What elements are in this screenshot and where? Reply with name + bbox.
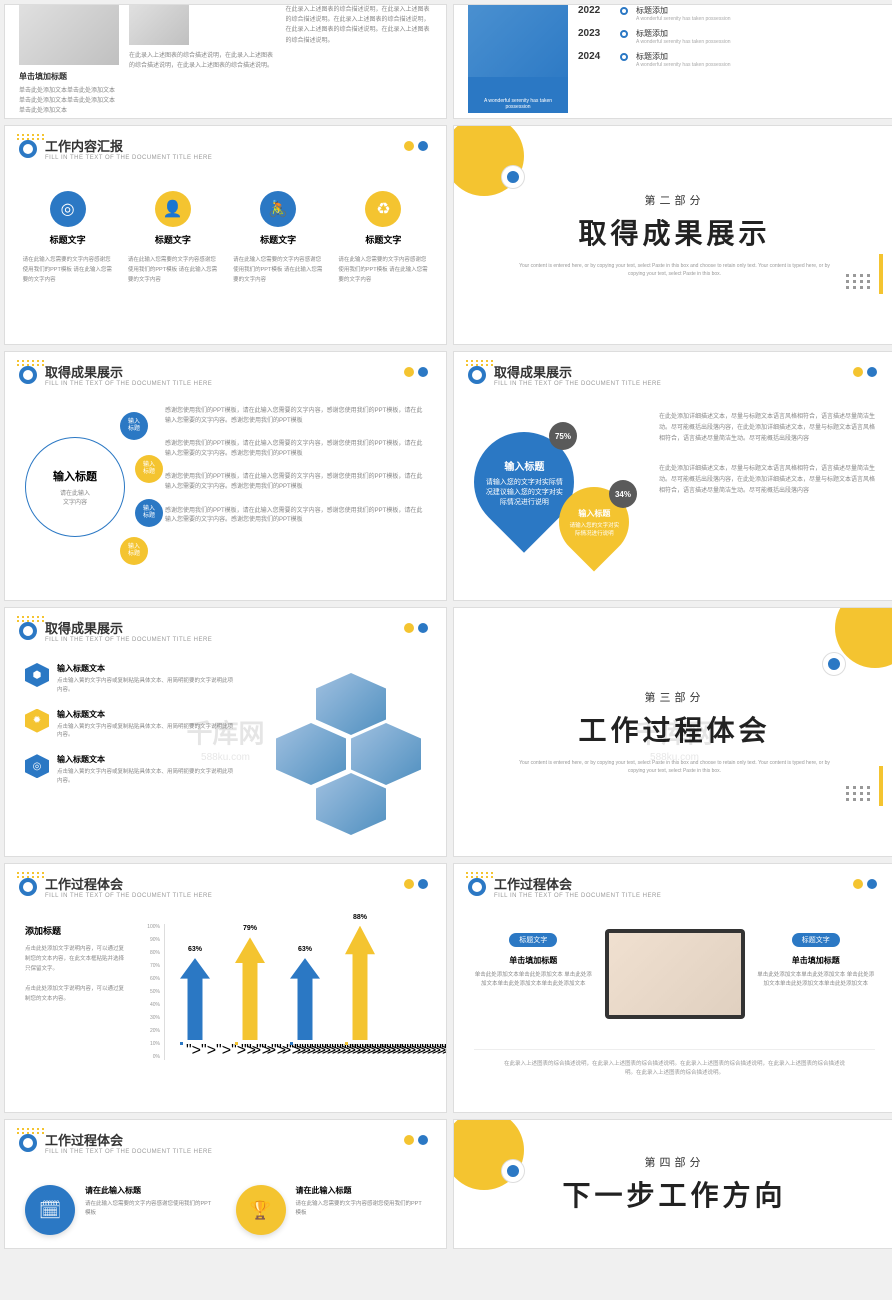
slide-9: 工作过程体会 FILL IN THE TEXT OF THE DOCUMENT …	[4, 863, 447, 1113]
slide-title: 取得成果展示	[45, 618, 432, 637]
section-number: 第四部分	[645, 1154, 705, 1170]
timeline-image: A wonderful serenity has taken possessio…	[468, 5, 568, 113]
section-title: 工作过程体会	[578, 709, 770, 749]
footer-text: 在此录入上述图表的综合描述说明，在此录入上述图表的综合描述说明。在此录入上述图表…	[474, 1049, 875, 1089]
laptop-image	[605, 929, 745, 1019]
circle-icons-row: 🗓请在此输入标题请在此输入您需要的文字内容感谢您使用我们的PPT 模板🏆请在此输…	[5, 1165, 446, 1249]
slide-10: 工作过程体会 FILL IN THE TEXT OF THE DOCUMENT …	[453, 863, 892, 1113]
slide-grid: 单击填加标题 单击此处添加文本单击此处添加文本 单击此处添加文本单击此处添加文本…	[4, 4, 892, 1249]
slide-6: 取得成果展示 FILL IN THE TEXT OF THE DOCUMENT …	[453, 351, 892, 601]
section-desc: Your content is entered here, or by copy…	[454, 262, 892, 278]
drop-diagram: 输入标题请输入您的文字对实际情况建议输入您的文字对实际情况进行说明 75% 输入…	[474, 412, 644, 572]
watermark-sub: 588ku.com	[650, 752, 699, 763]
slide-2: A wonderful serenity has taken possessio…	[453, 4, 892, 119]
slide-section-4: 第四部分 下一步工作方向	[453, 1119, 892, 1249]
hex-images	[256, 663, 426, 823]
section-number: 第二部分	[645, 192, 705, 208]
desc-col: 在此录入上述图表的综合描述说明，在此录入上述图表的综合描述说明。在此录入上述图表…	[286, 5, 433, 117]
slide-title: 工作过程体会	[494, 874, 881, 893]
drop-text: 在此处添加详细描述文本，尽量与标题文本语言风格相符合，语言描述尽量简洁生动。尽可…	[659, 412, 875, 572]
slide-section-2: 第二部分 取得成果展示 Your content is entered here…	[453, 125, 892, 345]
timeline-list: 2022标题添加A wonderful serenity has taken p…	[578, 5, 881, 113]
laptop-right-col: 标题文字 单击填加标题 单击此处添加文本单击此处添加文本 单击此处添加文本单击此…	[757, 929, 876, 990]
watermark-sub: 588ku.com	[201, 752, 250, 763]
slide-title: 工作过程体会	[45, 1130, 432, 1149]
hex-list: ⬢输入标题文本点击输入簧的文字内容或复制粘贴具体文本、用简明扼要的文字说明此项内…	[25, 663, 236, 823]
caption-desc: 单击此处添加文本单击此处添加文本 单击此处添加文本单击此处添加文本单击此处添加文…	[19, 86, 119, 117]
slide-1: 单击填加标题 单击此处添加文本单击此处添加文本 单击此处添加文本单击此处添加文本…	[4, 4, 447, 119]
circle-text-list: 感谢您使用我们的PPT模板，请在此输入您需要的文字内容，感谢您使用我们的PPT模…	[165, 407, 426, 557]
section-title: 下一步工作方向	[562, 1174, 786, 1214]
section-title: 取得成果展示	[578, 212, 770, 252]
circle-diagram: 输入标题 请在此输入 文字内容 输入标题输入标题输入标题输入标题	[25, 407, 155, 557]
slide-title: 取得成果展示	[494, 362, 881, 381]
slide-subtitle: FILL IN THE TEXT OF THE DOCUMENT TITLE H…	[45, 155, 432, 161]
section-number: 第三部分	[645, 689, 705, 705]
slide-7: 取得成果展示 FILL IN THE TEXT OF THE DOCUMENT …	[4, 607, 447, 857]
slide-title: 工作内容汇报	[45, 136, 432, 155]
image-placeholder	[129, 5, 189, 45]
caption-title: 单击填加标题	[19, 71, 119, 82]
chart-text: 添加标题 点击此处添加文字说明内容，可以通过复制您的文本内容，在此文本框粘贴并选…	[25, 924, 125, 1074]
slide-title: 取得成果展示	[45, 362, 432, 381]
percent-badge: 75%	[549, 422, 577, 450]
desc-col: 在此录入上述图表的综合描述说明，在此录入上述图表的综合描述说明，在此录入上述图表…	[129, 5, 276, 117]
slide-11: 工作过程体会 FILL IN THE TEXT OF THE DOCUMENT …	[4, 1119, 447, 1249]
slide-section-3: 第三部分 工作过程体会 Your content is entered here…	[453, 607, 892, 857]
laptop-left-col: 标题文字 单击填加标题 单击此处添加文本单击此处添加文本 单击此处添加文本单击此…	[474, 929, 593, 990]
percent-badge: 34%	[609, 480, 637, 508]
header-ring-icon	[19, 140, 37, 158]
arrow-chart: 100%90%80%70%60%50%40%30%20%10%0% 63% ">…	[140, 924, 426, 1074]
slide-5: 取得成果展示 FILL IN THE TEXT OF THE DOCUMENT …	[4, 351, 447, 601]
slide-title: 工作过程体会	[45, 874, 432, 893]
image-placeholder	[19, 5, 119, 65]
four-icons-row: ◎标题文字请在此输入您需要的文字内容感谢您使用我们的PPT模板 请在此输入您需要…	[5, 171, 446, 306]
slide-3: 工作内容汇报 FILL IN THE TEXT OF THE DOCUMENT …	[4, 125, 447, 345]
